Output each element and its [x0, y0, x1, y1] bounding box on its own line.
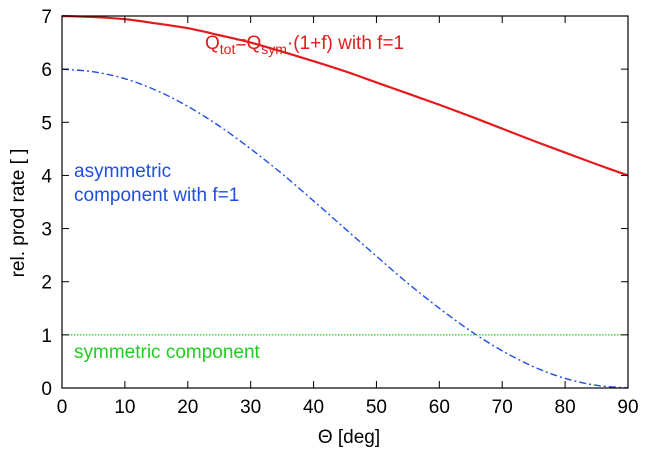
series-line-asymmetric: [61, 68, 629, 389]
annotation-symmetric-component: symmetric component: [74, 342, 261, 363]
annotation-total-part: Q: [205, 33, 220, 54]
x-tick-label: 0: [57, 397, 68, 418]
x-tick-label: 60: [429, 397, 450, 418]
plot-lines: [61, 14, 629, 389]
x-tick-label: 20: [177, 397, 198, 418]
y-tick-label: 2: [41, 273, 52, 294]
x-tick-label: 40: [303, 397, 324, 418]
annotation-total-formula: Qtot=Qsym·(1+f) with f=1: [205, 33, 404, 57]
x-tick-label: 30: [240, 397, 261, 418]
annotation-asymmetric-component: asymmetric component with f=1: [74, 161, 239, 206]
annotation-total-part: tot: [220, 41, 236, 57]
y-tick-label: 0: [41, 379, 52, 400]
y-tick-label: 3: [41, 220, 52, 241]
annotation-asymmetric-line-2: component with f=1: [74, 185, 239, 206]
x-tick-label: 50: [366, 397, 387, 418]
y-tick-label: 7: [41, 7, 52, 28]
annotation-total-part: ·(1+f) with f=1: [287, 33, 404, 54]
y-tick-label: 6: [41, 60, 52, 81]
series-line-total: [61, 14, 629, 177]
x-tick-label: 80: [555, 397, 576, 418]
x-tick-label: 90: [617, 397, 638, 418]
y-tick-label: 4: [41, 166, 52, 187]
y-tick-label: 1: [41, 326, 52, 347]
y-tick-label: 5: [41, 113, 52, 134]
plot-frame: [61, 15, 629, 389]
x-tick-label: 10: [114, 397, 135, 418]
x-tick-label: 70: [492, 397, 513, 418]
y-axis-label: rel. prod rate [ ]: [8, 149, 29, 278]
x-axis-label: Θ [deg]: [318, 427, 380, 448]
tick-labels: 0 10 20 30 40 50 60 70 80 90 0 1 2 3 4 5 6 7: [41, 7, 638, 418]
annotation-total-part: sym: [261, 41, 287, 57]
annotation-asymmetric-line-1: asymmetric: [74, 161, 171, 182]
annotation-total-part: =Q: [235, 33, 261, 54]
axis-ticks: [61, 15, 629, 389]
